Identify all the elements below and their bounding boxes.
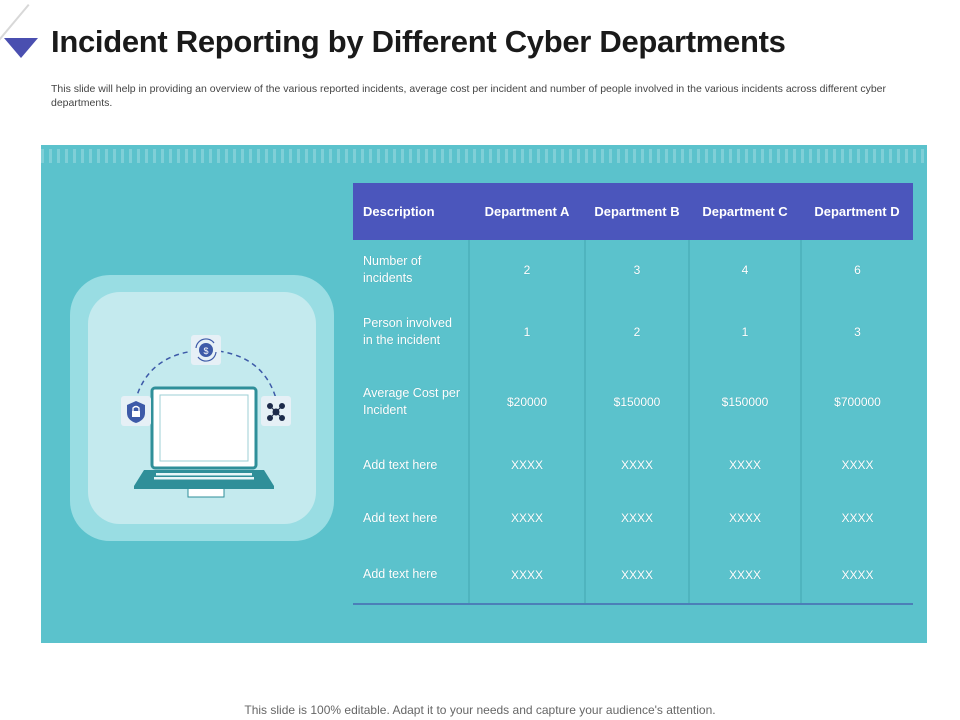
table-cell: XXXX xyxy=(584,440,689,490)
table-row: Add text here XXXX XXXX XXXX XXXX xyxy=(353,440,913,490)
table-row: Average Cost per Incident $20000 $150000… xyxy=(353,364,913,440)
table-cell: 4 xyxy=(688,240,801,300)
illustration-frame: $ xyxy=(70,275,334,541)
table-row: Add text here XXXX XXXX XXXX XXXX xyxy=(353,546,913,605)
header-department-a: Department A xyxy=(469,183,585,240)
table-cell: $20000 xyxy=(468,364,585,440)
row-label: Add text here xyxy=(363,457,438,472)
dollar-sync-icon: $ xyxy=(191,335,221,365)
lock-shield-icon xyxy=(121,396,151,426)
panel-stripe-decoration xyxy=(41,149,927,163)
table-cell: XXXX xyxy=(584,490,689,546)
table-row: Number of incidents 2 3 4 6 xyxy=(353,240,913,300)
table-cell: XXXX xyxy=(468,546,585,605)
row-label: Add text here xyxy=(353,546,469,605)
header-department-d: Department D xyxy=(801,183,913,240)
table-cell: $700000 xyxy=(800,364,913,440)
laptop-icon xyxy=(134,386,274,498)
table-cell: 6 xyxy=(800,240,913,300)
header-description: Description xyxy=(353,183,469,240)
illustration-graphic: $ xyxy=(121,335,291,498)
row-label: Person involved in the incident xyxy=(363,316,452,347)
header-department-c: Department C xyxy=(689,183,801,240)
row-label: Add text here xyxy=(363,510,438,525)
table-cell: XXXX xyxy=(584,546,689,605)
table-row: Add text here XXXX XXXX XXXX XXXX xyxy=(353,490,913,546)
connection-arc xyxy=(134,349,278,403)
table-cell: 1 xyxy=(468,300,585,364)
table-cell: 3 xyxy=(800,300,913,364)
slide-subtitle: This slide will help in providing an ove… xyxy=(51,83,887,109)
table-cell: 1 xyxy=(688,300,801,364)
network-people-icon xyxy=(261,396,291,426)
table-cell: 3 xyxy=(584,240,689,300)
table-cell: XXXX xyxy=(688,490,801,546)
table-row: Person involved in the incident 1 2 1 3 xyxy=(353,300,913,364)
svg-text:$: $ xyxy=(203,346,208,356)
table-cell: XXXX xyxy=(688,546,801,605)
row-label: Number of incidents xyxy=(363,254,422,285)
table-cell: XXXX xyxy=(800,546,913,605)
table-cell: $150000 xyxy=(584,364,689,440)
table-cell: XXXX xyxy=(800,440,913,490)
incident-table: Description Department A Department B De… xyxy=(353,183,913,605)
slide-title: Incident Reporting by Different Cyber De… xyxy=(51,24,786,59)
row-label: Average Cost per Incident xyxy=(363,386,461,417)
content-panel: $ xyxy=(41,145,927,643)
table-cell: 2 xyxy=(468,240,585,300)
table-header-row: Description Department A Department B De… xyxy=(353,183,913,240)
illustration-inner: $ xyxy=(88,292,316,524)
header-department-b: Department B xyxy=(585,183,689,240)
table-cell: XXXX xyxy=(468,440,585,490)
table-cell: 2 xyxy=(584,300,689,364)
slide-footer: This slide is 100% editable. Adapt it to… xyxy=(244,703,716,717)
table-cell: $150000 xyxy=(688,364,801,440)
table-cell: XXXX xyxy=(468,490,585,546)
table-cell: XXXX xyxy=(800,490,913,546)
corner-triangle-icon xyxy=(4,38,38,58)
table-cell: XXXX xyxy=(688,440,801,490)
